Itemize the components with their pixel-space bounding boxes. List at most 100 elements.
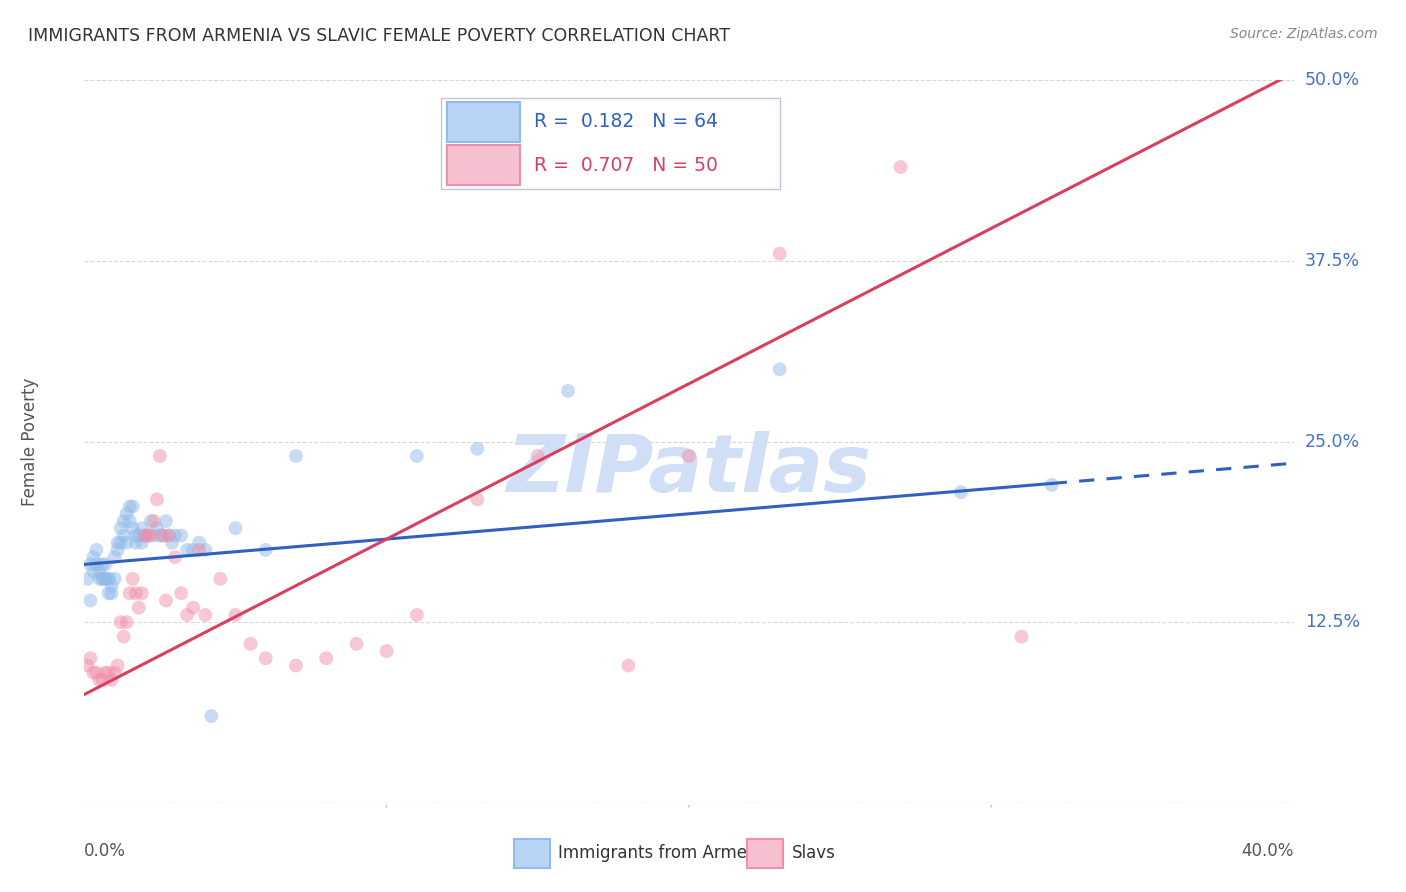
Point [165,528,187,542]
Point [285,449,308,463]
Point [107,542,129,557]
Point [128,528,150,542]
Point [79,558,101,572]
Point [118,586,141,600]
Point [110,521,132,535]
Point [134,528,156,542]
Point [86,558,108,572]
Point [950,485,973,500]
Point [254,542,277,557]
Point [375,644,398,658]
Point [118,500,141,514]
Point [149,528,172,542]
Point [104,665,127,680]
Point [91,572,114,586]
Point [170,586,193,600]
Point [149,449,172,463]
Point [86,542,108,557]
Point [82,565,104,579]
Point [115,507,138,521]
Point [91,673,114,687]
Point [285,658,308,673]
Point [181,600,204,615]
FancyBboxPatch shape [447,145,520,185]
Point [239,637,262,651]
Text: 12.5%: 12.5% [1305,613,1360,632]
Point [527,449,550,463]
Point [346,637,368,651]
Point [131,535,153,549]
Point [100,586,122,600]
Point [128,600,150,615]
Point [225,521,247,535]
Point [139,514,162,528]
Point [176,607,198,622]
Point [94,572,117,586]
Point [181,542,204,557]
Point [134,528,156,542]
Point [136,528,159,542]
Point [467,442,489,456]
Point [209,572,232,586]
Point [155,593,177,607]
Point [152,528,174,542]
Point [100,673,122,687]
Text: ZIPatlas: ZIPatlas [506,432,872,509]
Point [76,572,98,586]
Point [82,665,104,680]
Text: Immigrants from Armenia: Immigrants from Armenia [558,845,773,863]
Point [125,528,148,542]
Point [121,500,143,514]
Point [136,528,159,542]
Point [146,492,169,507]
Point [121,521,143,535]
Point [146,521,169,535]
Point [112,630,135,644]
Point [617,658,640,673]
Point [557,384,579,398]
Point [82,550,104,565]
Text: Source: ZipAtlas.com: Source: ZipAtlas.com [1230,27,1378,41]
Point [160,535,183,549]
Point [152,528,174,542]
Point [890,160,912,174]
Point [188,542,211,557]
Point [79,651,101,665]
FancyBboxPatch shape [747,838,783,868]
Point [142,514,165,528]
Point [125,586,148,600]
Point [769,362,792,376]
Text: Female Poverty: Female Poverty [21,377,39,506]
Point [110,615,132,630]
Point [165,550,187,565]
Point [97,572,120,586]
Point [100,579,122,593]
Point [467,492,489,507]
Point [769,246,792,260]
Point [112,514,135,528]
Point [94,558,117,572]
Text: R =  0.182   N = 64: R = 0.182 N = 64 [534,112,718,131]
Point [115,615,138,630]
Text: 0.0%: 0.0% [84,842,127,860]
Point [121,572,143,586]
Point [104,550,127,565]
Point [104,572,127,586]
Point [157,528,180,542]
Point [406,449,429,463]
Text: R =  0.707   N = 50: R = 0.707 N = 50 [534,156,718,175]
Point [194,542,217,557]
Point [194,607,217,622]
Text: 37.5%: 37.5% [1305,252,1360,270]
Point [107,535,129,549]
Point [97,586,120,600]
Point [110,535,132,549]
Point [254,651,277,665]
Point [139,528,162,542]
Point [89,673,111,687]
Text: 25.0%: 25.0% [1305,433,1360,450]
Point [89,565,111,579]
Point [157,528,180,542]
FancyBboxPatch shape [513,838,550,868]
Point [225,607,247,622]
